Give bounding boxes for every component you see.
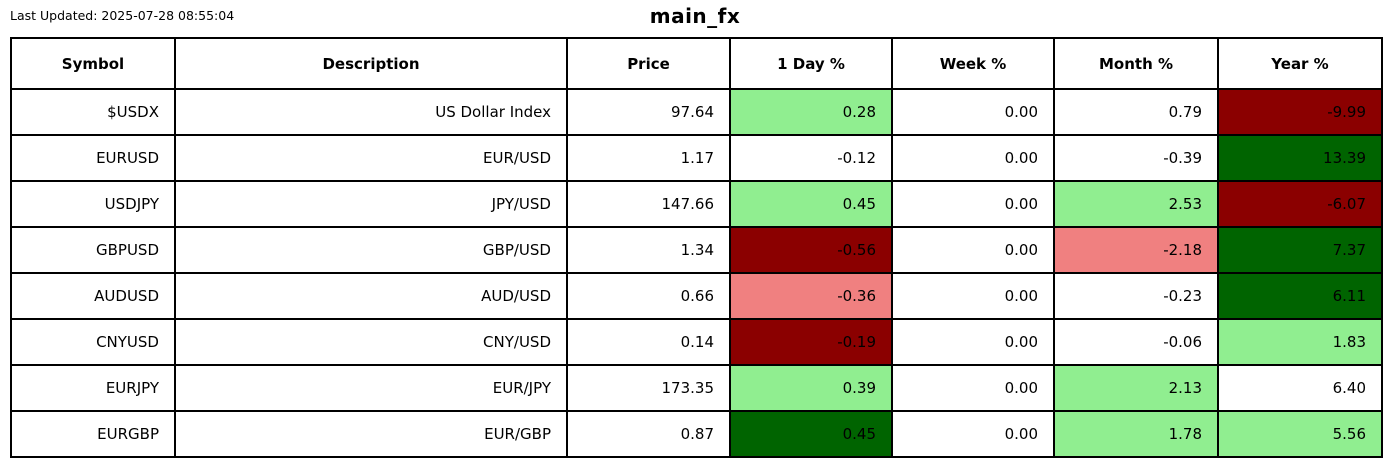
day-change-cell: -0.56 (729, 226, 893, 274)
week-change-cell: 0.00 (891, 88, 1055, 136)
month-change-cell: 0.79 (1053, 88, 1219, 136)
month-change-cell: -0.06 (1053, 318, 1219, 366)
day-change-cell: 0.39 (729, 364, 893, 412)
table-row: EURJPY EUR/JPY 173.35 0.39 0.00 2.13 6.4… (10, 364, 1383, 412)
week-change-cell: 0.00 (891, 272, 1055, 320)
symbol-cell: EURUSD (10, 134, 176, 182)
description-cell: EUR/JPY (174, 364, 568, 412)
symbol-cell: CNYUSD (10, 318, 176, 366)
day-change-cell: 0.45 (729, 410, 893, 458)
table-row: EURUSD EUR/USD 1.17 -0.12 0.00 -0.39 13.… (10, 134, 1383, 182)
table-row: USDJPY JPY/USD 147.66 0.45 0.00 2.53 -6.… (10, 180, 1383, 228)
year-change-cell: -6.07 (1217, 180, 1383, 228)
description-cell: US Dollar Index (174, 88, 568, 136)
symbol-cell: USDJPY (10, 180, 176, 228)
price-cell: 1.17 (566, 134, 731, 182)
year-change-cell: -9.99 (1217, 88, 1383, 136)
last-updated-timestamp: Last Updated: 2025-07-28 08:55:04 (10, 8, 235, 23)
week-change-cell: 0.00 (891, 180, 1055, 228)
symbol-cell: $USDX (10, 88, 176, 136)
column-header-symbol: Symbol (10, 37, 176, 90)
price-cell: 173.35 (566, 364, 731, 412)
description-cell: EUR/GBP (174, 410, 568, 458)
price-cell: 1.34 (566, 226, 731, 274)
column-header-1day: 1 Day % (729, 37, 893, 90)
day-change-cell: 0.45 (729, 180, 893, 228)
month-change-cell: 2.13 (1053, 364, 1219, 412)
symbol-cell: EURJPY (10, 364, 176, 412)
table-row: GBPUSD GBP/USD 1.34 -0.56 0.00 -2.18 7.3… (10, 226, 1383, 274)
day-change-cell: 0.28 (729, 88, 893, 136)
description-cell: AUD/USD (174, 272, 568, 320)
description-cell: JPY/USD (174, 180, 568, 228)
column-header-year: Year % (1217, 37, 1383, 90)
price-cell: 0.14 (566, 318, 731, 366)
month-change-cell: 1.78 (1053, 410, 1219, 458)
year-change-cell: 7.37 (1217, 226, 1383, 274)
week-change-cell: 0.00 (891, 410, 1055, 458)
table-row: EURGBP EUR/GBP 0.87 0.45 0.00 1.78 5.56 (10, 410, 1383, 458)
description-cell: CNY/USD (174, 318, 568, 366)
week-change-cell: 0.00 (891, 364, 1055, 412)
week-change-cell: 0.00 (891, 134, 1055, 182)
column-header-description: Description (174, 37, 568, 90)
column-header-month: Month % (1053, 37, 1219, 90)
table-row: AUDUSD AUD/USD 0.66 -0.36 0.00 -0.23 6.1… (10, 272, 1383, 320)
price-cell: 0.87 (566, 410, 731, 458)
year-change-cell: 6.40 (1217, 364, 1383, 412)
month-change-cell: -0.23 (1053, 272, 1219, 320)
price-cell: 147.66 (566, 180, 731, 228)
day-change-cell: -0.12 (729, 134, 893, 182)
month-change-cell: -2.18 (1053, 226, 1219, 274)
year-change-cell: 6.11 (1217, 272, 1383, 320)
table-header-row: Symbol Description Price 1 Day % Week % … (10, 37, 1383, 90)
year-change-cell: 13.39 (1217, 134, 1383, 182)
column-header-price: Price (566, 37, 731, 90)
table-row: $USDX US Dollar Index 97.64 0.28 0.00 0.… (10, 88, 1383, 136)
description-cell: EUR/USD (174, 134, 568, 182)
month-change-cell: 2.53 (1053, 180, 1219, 228)
day-change-cell: -0.36 (729, 272, 893, 320)
top-bar: Last Updated: 2025-07-28 08:55:04 main_f… (0, 0, 1390, 37)
table-row: CNYUSD CNY/USD 0.14 -0.19 0.00 -0.06 1.8… (10, 318, 1383, 366)
fx-table: Symbol Description Price 1 Day % Week % … (10, 37, 1383, 458)
page-title: main_fx (649, 4, 741, 28)
symbol-cell: GBPUSD (10, 226, 176, 274)
description-cell: GBP/USD (174, 226, 568, 274)
week-change-cell: 0.00 (891, 226, 1055, 274)
week-change-cell: 0.00 (891, 318, 1055, 366)
price-cell: 0.66 (566, 272, 731, 320)
month-change-cell: -0.39 (1053, 134, 1219, 182)
day-change-cell: -0.19 (729, 318, 893, 366)
symbol-cell: AUDUSD (10, 272, 176, 320)
year-change-cell: 5.56 (1217, 410, 1383, 458)
price-cell: 97.64 (566, 88, 731, 136)
year-change-cell: 1.83 (1217, 318, 1383, 366)
column-header-week: Week % (891, 37, 1055, 90)
symbol-cell: EURGBP (10, 410, 176, 458)
